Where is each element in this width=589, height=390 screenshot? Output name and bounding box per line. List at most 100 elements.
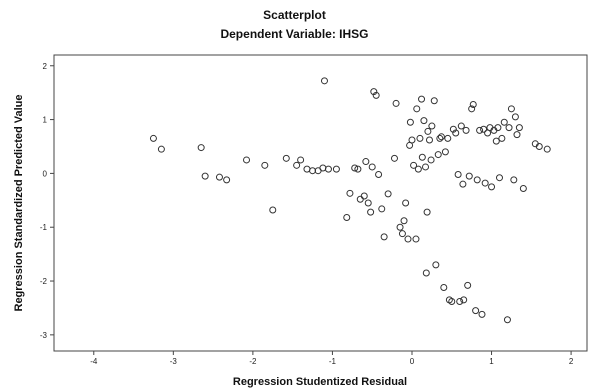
data-point (414, 165, 422, 173)
data-point (460, 296, 468, 304)
data-point (396, 223, 404, 231)
x-tick-label: -3 (170, 357, 178, 366)
data-point (472, 307, 480, 315)
data-point (465, 172, 473, 180)
data-point (367, 208, 375, 216)
data-point (500, 118, 508, 126)
data-point (434, 151, 442, 159)
data-point (422, 163, 430, 171)
data-point (473, 176, 481, 184)
data-point (354, 165, 362, 173)
data-point (418, 153, 426, 161)
data-point (368, 163, 376, 171)
data-point (440, 283, 448, 291)
data-point (404, 235, 412, 243)
data-point (454, 170, 462, 178)
data-point (498, 134, 506, 142)
data-point (437, 133, 445, 141)
data-point (343, 214, 351, 222)
y-axis-ticks: 2 1 0 -1 -2 -3 (40, 62, 54, 340)
data-points (149, 77, 551, 324)
data-point (423, 208, 431, 216)
data-point (201, 172, 209, 180)
data-point (448, 297, 456, 305)
data-point (462, 126, 470, 134)
data-point (535, 142, 543, 150)
data-point (503, 316, 511, 324)
data-point (392, 99, 400, 107)
data-point (476, 126, 484, 134)
data-point (360, 192, 368, 200)
y-tick-label: -1 (40, 223, 48, 232)
x-tick-label: -2 (249, 357, 257, 366)
x-tick-label: 1 (489, 357, 494, 366)
data-point (364, 199, 372, 207)
data-point (436, 134, 444, 142)
data-point (430, 97, 438, 105)
data-point (408, 136, 416, 144)
data-point (481, 179, 489, 187)
data-point (495, 174, 503, 182)
data-point (515, 124, 523, 132)
data-point (511, 113, 519, 121)
data-point (432, 261, 440, 269)
data-point (384, 190, 392, 198)
data-point (519, 184, 527, 192)
data-point (269, 206, 277, 214)
y-axis-title: Regression Standardized Predicted Value (13, 94, 25, 311)
data-point (362, 158, 370, 166)
data-point (513, 131, 521, 139)
data-point (282, 154, 290, 162)
x-axis-title: Regression Studentized Residual (233, 376, 407, 388)
data-point (416, 134, 424, 142)
data-point (375, 170, 383, 178)
x-tick-label: 2 (569, 357, 574, 366)
data-point (510, 176, 518, 184)
data-point (149, 134, 157, 142)
x-tick-label: -1 (329, 357, 337, 366)
data-point (427, 156, 435, 164)
data-point (444, 134, 452, 142)
y-tick-label: 2 (43, 62, 48, 71)
data-point (424, 127, 432, 135)
x-tick-label: 0 (410, 357, 415, 366)
data-point (468, 105, 476, 113)
data-point (412, 235, 420, 243)
data-point (297, 156, 305, 164)
data-point (372, 91, 380, 99)
data-point (215, 173, 223, 181)
data-point (543, 145, 551, 153)
data-point (507, 105, 515, 113)
y-tick-label: 1 (43, 116, 48, 125)
x-tick-label: -4 (90, 357, 98, 366)
data-point (425, 136, 433, 144)
data-point (422, 269, 430, 277)
data-point (293, 161, 301, 169)
data-point (418, 95, 426, 103)
x-axis-ticks: -4 -3 -2 -1 0 1 2 (90, 351, 574, 366)
y-tick-label: -2 (40, 277, 48, 286)
data-point (332, 165, 340, 173)
data-point (469, 101, 477, 109)
data-point (480, 125, 488, 133)
data-point (492, 137, 500, 145)
data-point (378, 205, 386, 213)
data-point (410, 161, 418, 169)
data-point (346, 189, 354, 197)
data-point (428, 122, 436, 130)
y-tick-label: 0 (43, 169, 48, 178)
data-point (452, 129, 460, 137)
data-point (351, 164, 359, 172)
chart-title: Scatterplot (263, 8, 326, 22)
data-point (223, 176, 231, 184)
data-point (441, 148, 449, 156)
data-point (324, 165, 332, 173)
data-point (400, 217, 408, 225)
data-point (449, 125, 457, 133)
data-point (398, 230, 406, 238)
data-point (413, 105, 421, 113)
data-point (456, 297, 464, 305)
data-point (420, 117, 428, 125)
data-point (390, 154, 398, 162)
